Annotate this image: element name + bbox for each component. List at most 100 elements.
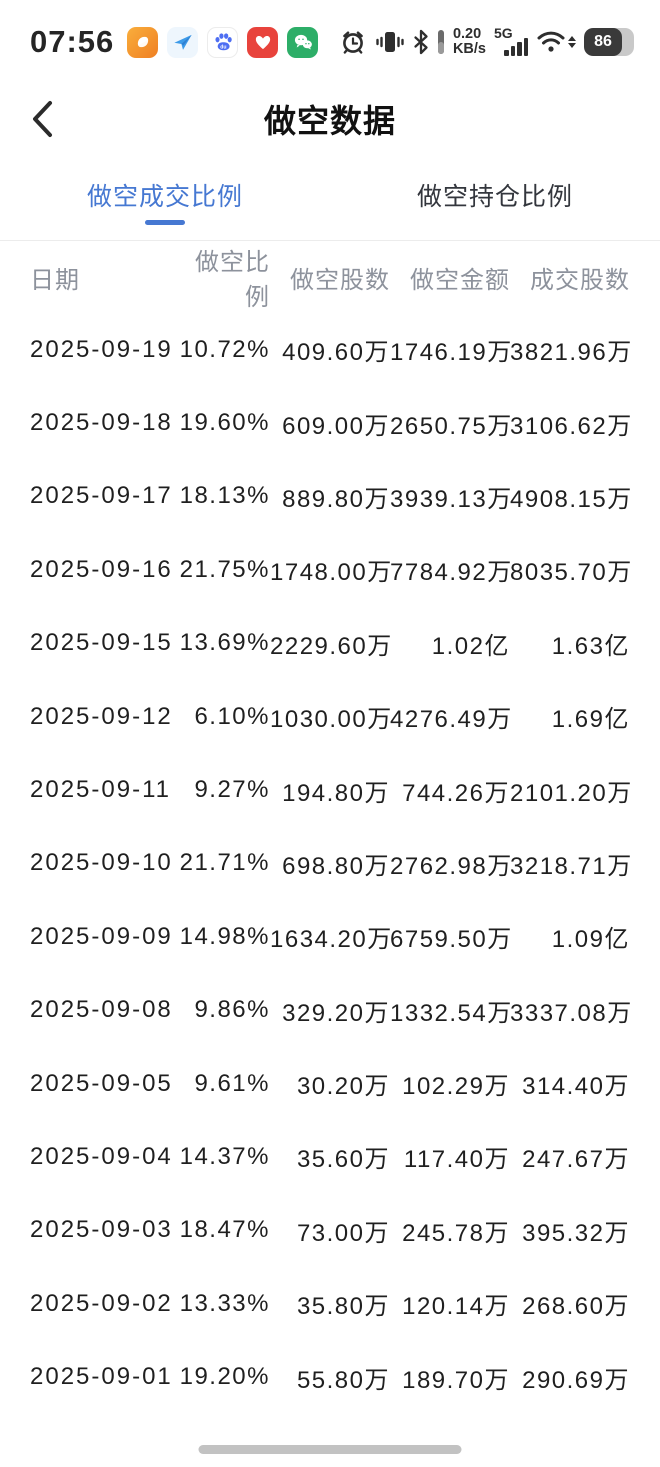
- table-row: 2025-09-04 14.37% 35.60万 117.40万 247.67万: [30, 1120, 630, 1193]
- cell-short_amount: 120.14万: [402, 1293, 510, 1321]
- orange-app-icon: [127, 26, 159, 58]
- cell-short_amount: 102.29万: [402, 1073, 510, 1101]
- cell-short_ratio: 13.33%: [179, 1289, 270, 1317]
- network-speed-unit: KB/s: [452, 41, 486, 57]
- tabs-divider: [0, 240, 660, 241]
- cell-short_shares: 609.00万: [282, 412, 390, 440]
- baidu-icon: du: [207, 26, 239, 58]
- vibrate-icon: [375, 28, 405, 56]
- cell-short_shares: 55.80万: [296, 1366, 390, 1394]
- table-row: 2025-09-05 9.61% 30.20万 102.29万 314.40万: [30, 1047, 630, 1120]
- wechat-icon: [287, 26, 319, 58]
- cell-traded_shares: 314.40万: [522, 1073, 630, 1101]
- cell-short_amount: 117.40万: [403, 1146, 510, 1174]
- cell-short_shares: 1634.20万: [270, 926, 393, 954]
- cell-date: 2025-09-05: [30, 1069, 173, 1097]
- tab-short-position-ratio[interactable]: 做空持仓比例: [330, 162, 660, 240]
- cell-short_shares: 409.60万: [282, 339, 390, 367]
- cell-short_ratio: 13.69%: [179, 629, 270, 657]
- table-row: 2025-09-18 19.60% 609.00万 2650.75万 3106.62万: [30, 386, 631, 459]
- active-tab-underline: [145, 220, 185, 225]
- stylus-icon: [437, 28, 445, 56]
- cell-short_amount: 1.02亿: [431, 632, 510, 660]
- cell-short_amount: 1332.54万: [390, 999, 513, 1027]
- cell-date: 2025-09-12: [30, 702, 173, 730]
- cell-date: 2025-09-03: [30, 1216, 173, 1244]
- column-header: 成交股数: [530, 266, 630, 294]
- table-header-row: 日期 做空比例 做空股数 做空金额 成交股数: [30, 241, 630, 313]
- cell-traded_shares: 4908.15万: [510, 485, 633, 513]
- cell-date: 2025-09-17: [30, 482, 173, 510]
- cell-short_amount: 245.78万: [402, 1219, 510, 1247]
- table-row: 2025-09-10 21.71% 698.80万 2762.98万 3218.71万: [30, 827, 633, 900]
- table-row: 2025-09-08 9.86% 329.20万 1332.54万 3337.08万: [30, 974, 631, 1047]
- cell-short_ratio: 9.61%: [194, 1069, 270, 1097]
- cell-traded_shares: 395.32万: [522, 1219, 630, 1247]
- cell-date: 2025-09-18: [30, 409, 173, 437]
- cell-short_shares: 194.80万: [282, 779, 390, 807]
- bluetooth-icon: [413, 29, 429, 55]
- cell-date: 2025-09-11: [30, 776, 171, 804]
- wifi-icon: [536, 29, 576, 55]
- cell-short_ratio: 21.71%: [179, 849, 270, 877]
- cell-short_ratio: 18.47%: [179, 1216, 270, 1244]
- cell-short_ratio: 18.13%: [179, 482, 270, 510]
- cell-short_ratio: 19.60%: [179, 409, 270, 437]
- page-title: 做空数据: [263, 103, 396, 139]
- cell-short_amount: 2762.98万: [390, 852, 513, 880]
- alarm-clock-icon: [339, 28, 367, 56]
- cell-traded_shares: 8035.70万: [510, 559, 633, 587]
- cell-short_ratio: 6.10%: [194, 702, 270, 730]
- cell-short_ratio: 10.72%: [179, 335, 270, 363]
- home-gesture-bar[interactable]: [198, 1445, 462, 1454]
- cell-traded_shares: 1.69亿: [551, 706, 630, 734]
- cell-short_amount: 7784.92万: [390, 559, 513, 587]
- cell-short_shares: 889.80万: [282, 485, 390, 513]
- clock-time: 07:56: [30, 24, 115, 59]
- column-header: 做空金额: [410, 266, 510, 294]
- cell-short_shares: 329.20万: [282, 999, 390, 1027]
- cell-short_shares: 1748.00万: [270, 559, 393, 587]
- cell-short_amount: 189.70万: [402, 1366, 510, 1394]
- nav-header: 做空数据: [0, 76, 660, 162]
- heart-app-icon: [247, 26, 279, 58]
- table-row: 2025-09-02 13.33% 35.80万 120.14万 268.60万: [30, 1267, 630, 1340]
- cell-date: 2025-09-19: [30, 335, 173, 363]
- table-row: 2025-09-09 14.98% 1634.20万 6759.50万 1.09亿: [30, 900, 630, 973]
- tab-short-volume-ratio[interactable]: 做空成交比例: [0, 162, 330, 240]
- cell-traded_shares: 3218.71万: [510, 852, 633, 880]
- cell-short_ratio: 9.86%: [194, 996, 270, 1024]
- cell-short_amount: 2650.75万: [390, 412, 513, 440]
- network-speed: 0.20 KB/s: [453, 27, 486, 57]
- cell-short_ratio: 19.20%: [179, 1363, 270, 1391]
- cell-short_amount: 744.26万: [402, 779, 510, 807]
- cell-date: 2025-09-16: [30, 555, 173, 583]
- cell-traded_shares: 1.63亿: [551, 632, 630, 660]
- tab-label: 做空成交比例: [86, 183, 243, 211]
- wifi-activity-arrows-icon: [568, 36, 576, 48]
- svg-text:du: du: [220, 45, 226, 51]
- signal-icon: 5G: [494, 25, 528, 59]
- cell-short_ratio: 14.37%: [179, 1142, 270, 1170]
- back-button[interactable]: [22, 97, 62, 141]
- column-header: 日期: [30, 266, 80, 294]
- tab-bar: 做空成交比例 做空持仓比例: [0, 162, 660, 240]
- network-speed-value: 0.20: [452, 26, 482, 42]
- cell-traded_shares: 2101.20万: [510, 779, 633, 807]
- cell-short_amount: 3939.13万: [390, 485, 513, 513]
- cell-short_shares: 35.60万: [296, 1146, 390, 1174]
- table-row: 2025-09-15 13.69% 2229.60万 1.02亿 1.63亿: [30, 607, 630, 680]
- cell-traded_shares: 268.60万: [522, 1293, 630, 1321]
- cell-short_shares: 2229.60万: [270, 632, 393, 660]
- cell-traded_shares: 1.09亿: [551, 926, 630, 954]
- cell-short_ratio: 9.27%: [194, 776, 270, 804]
- cell-traded_shares: 290.69万: [522, 1366, 630, 1394]
- table-row: 2025-09-16 21.75% 1748.00万 7784.92万 8035.70万: [30, 533, 633, 606]
- chevron-left-icon: [33, 101, 52, 137]
- telegram-icon: [167, 26, 199, 58]
- cell-date: 2025-09-08: [30, 996, 173, 1024]
- cell-short_amount: 1746.19万: [390, 339, 513, 367]
- table-row: 2025-09-19 10.72% 409.60万 1746.19万 3821.96万: [30, 313, 631, 386]
- table-row: 2025-09-17 18.13% 889.80万 3939.13万 4908.15万: [30, 460, 633, 533]
- signal-bars-icon: [504, 38, 528, 56]
